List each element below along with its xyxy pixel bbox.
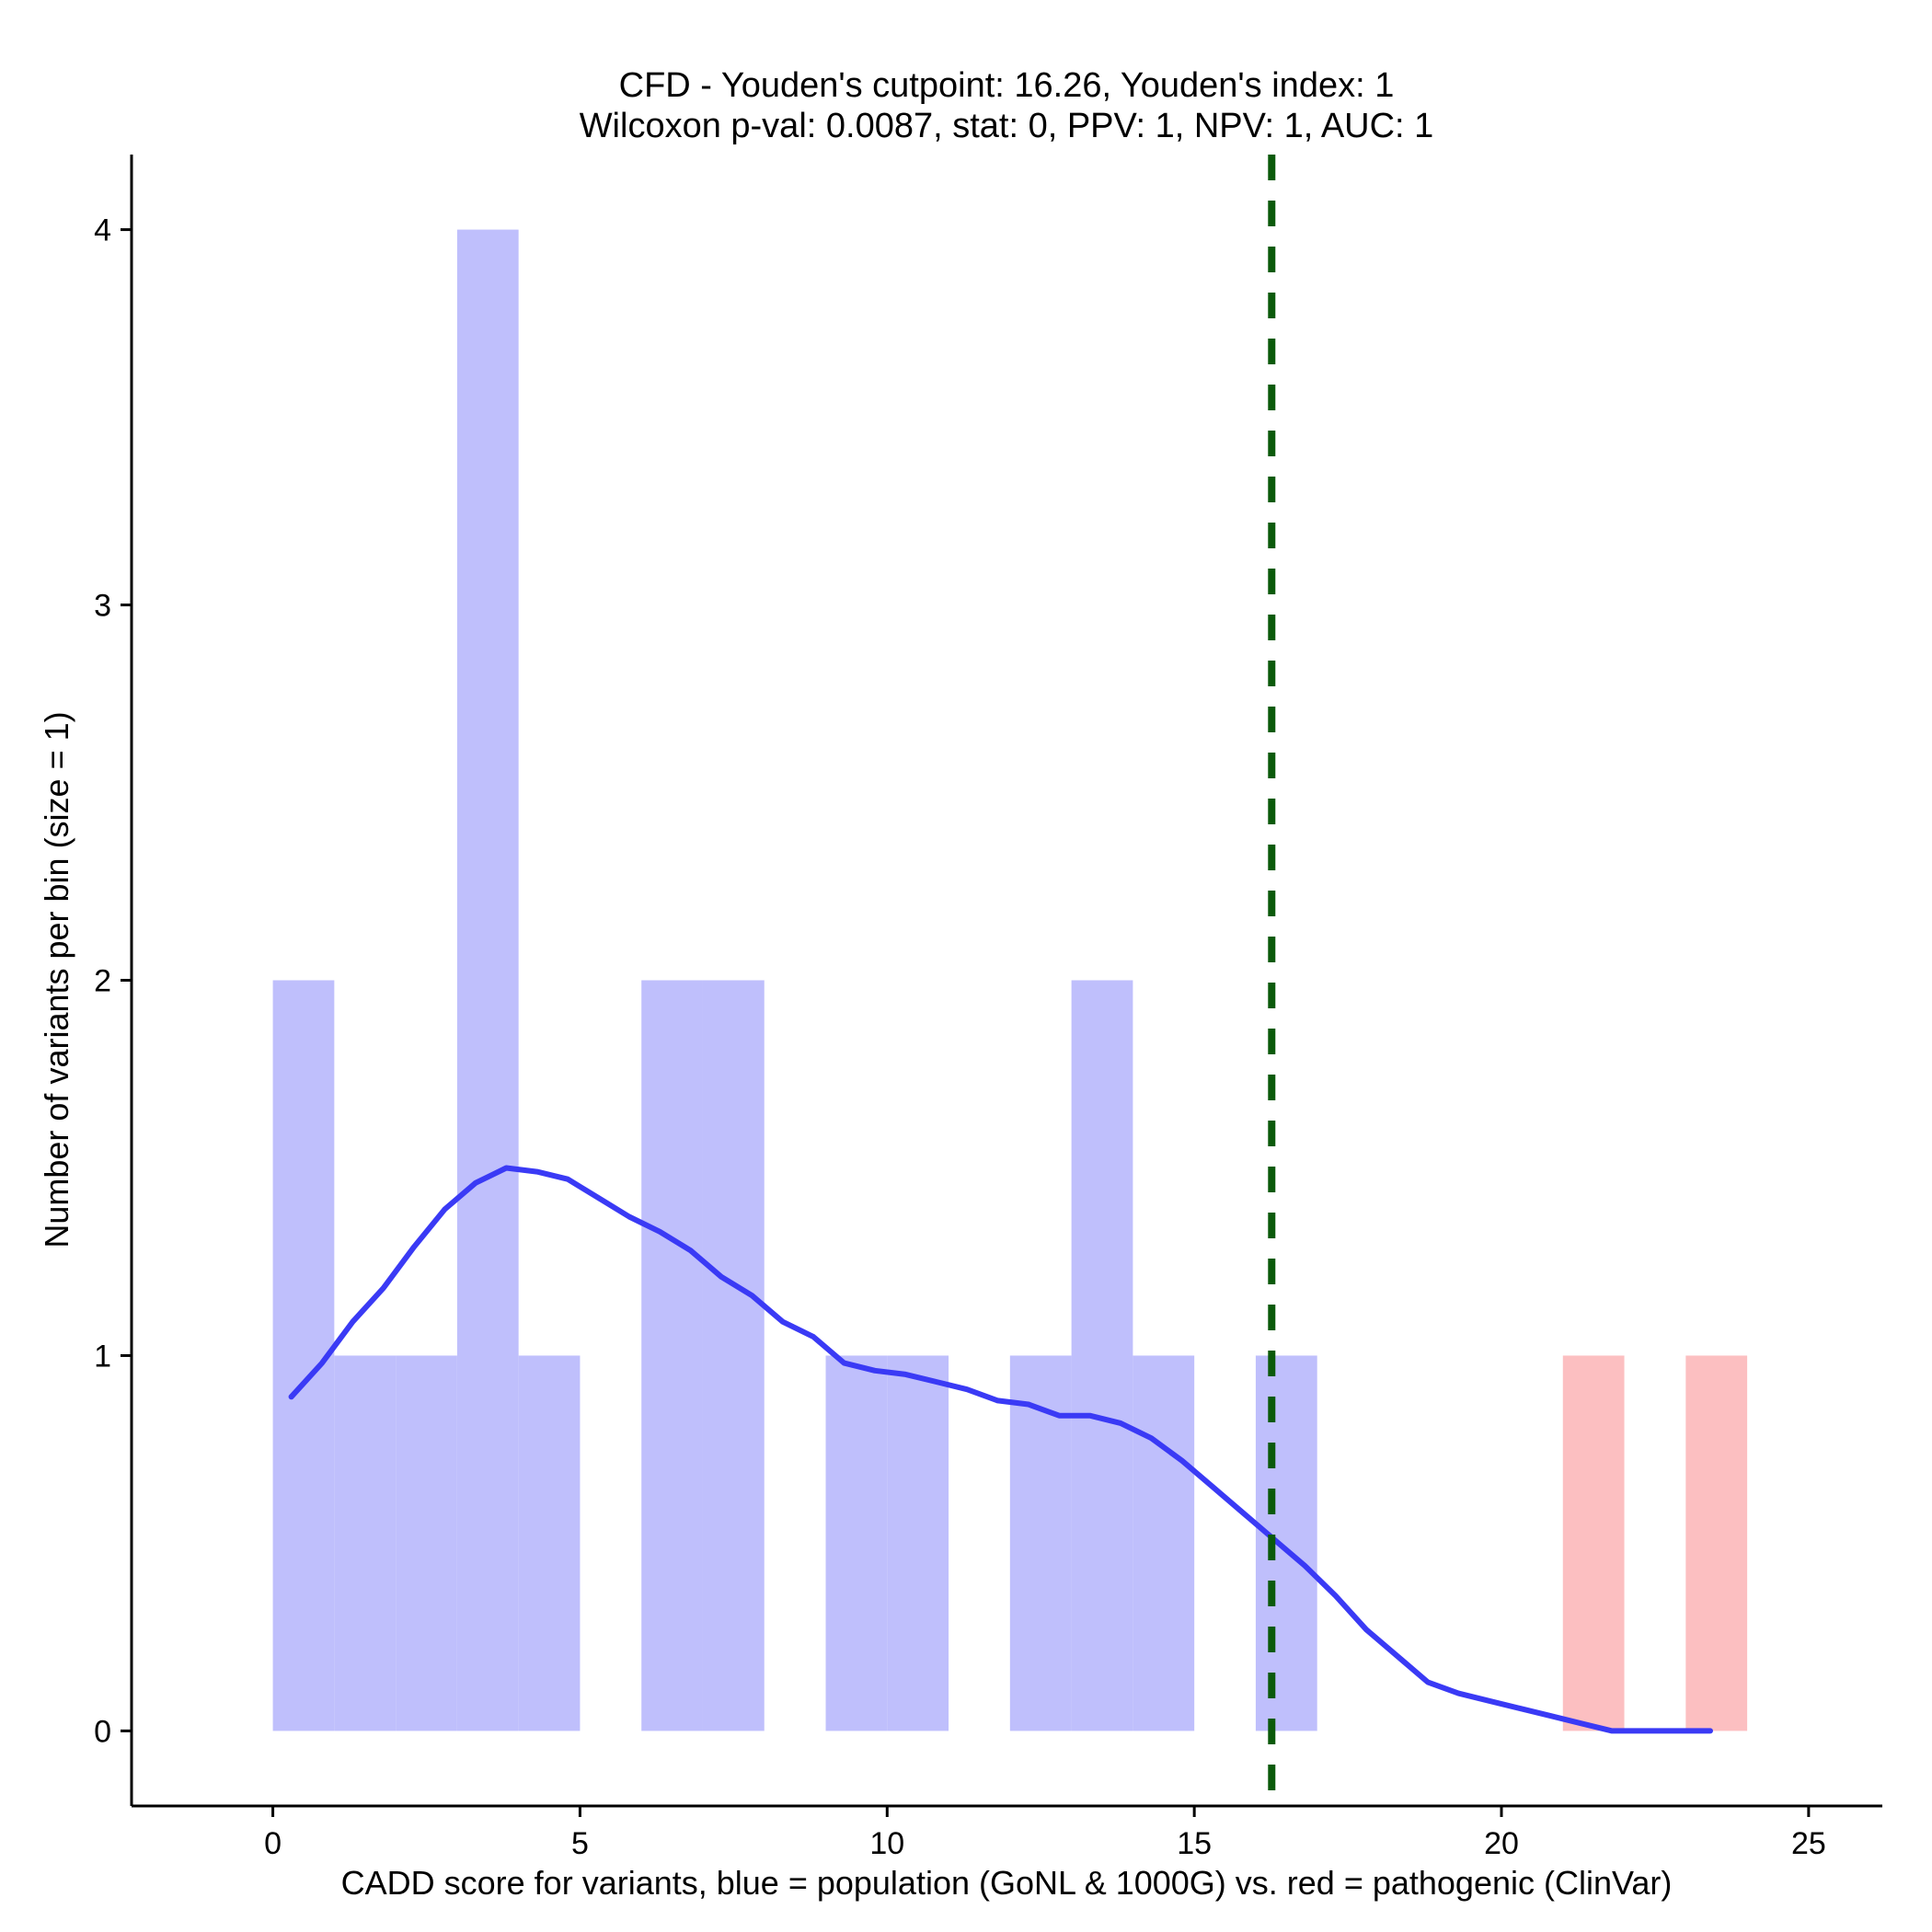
x-axis-label: CADD score for variants, blue = populati… — [341, 1864, 1673, 1902]
histogram-bar — [334, 1355, 397, 1731]
y-tick-label: 2 — [94, 964, 111, 999]
density-curve — [288, 1165, 1713, 1734]
histogram-bar — [1133, 1355, 1195, 1731]
y-tick-label: 4 — [94, 213, 111, 248]
density-curve-layer — [288, 1165, 1713, 1734]
histogram-bar — [1685, 1355, 1748, 1731]
x-tick-label: 10 — [869, 1826, 904, 1861]
x-tick-label: 20 — [1484, 1826, 1519, 1861]
histogram-bar — [1071, 980, 1133, 1731]
x-tick-label: 0 — [264, 1826, 282, 1861]
y-tick-label: 3 — [94, 589, 111, 624]
histogram-bar — [887, 1355, 949, 1731]
histogram-bar — [1255, 1355, 1317, 1731]
chart-subtitle: Wilcoxon p-val: 0.0087, stat: 0, PPV: 1,… — [580, 107, 1434, 145]
y-tick-label: 0 — [94, 1714, 111, 1749]
y-ticks: 0 1 2 3 4 — [94, 213, 132, 1749]
x-tick-label: 15 — [1177, 1826, 1212, 1861]
histogram-bar — [702, 980, 765, 1731]
histogram-bar — [1562, 1355, 1625, 1731]
histogram-bar — [825, 1355, 888, 1731]
histogram-bar — [396, 1355, 457, 1731]
histogram-bars — [272, 229, 1748, 1731]
histogram-bar — [456, 229, 519, 1731]
x-tick-label: 25 — [1791, 1826, 1826, 1861]
histogram-bar — [518, 1355, 581, 1731]
chart-title: CFD - Youden's cutpoint: 16.26, Youden's… — [619, 66, 1395, 105]
y-tick-label: 1 — [94, 1339, 111, 1374]
x-tick-label: 5 — [571, 1826, 589, 1861]
y-axis-label: Number of variants per bin (size = 1) — [38, 711, 75, 1248]
histogram-bar — [1009, 1355, 1072, 1731]
histogram-bar — [641, 980, 703, 1731]
histogram-bar — [272, 980, 335, 1731]
x-ticks: 0 5 10 15 20 25 — [264, 1806, 1826, 1861]
